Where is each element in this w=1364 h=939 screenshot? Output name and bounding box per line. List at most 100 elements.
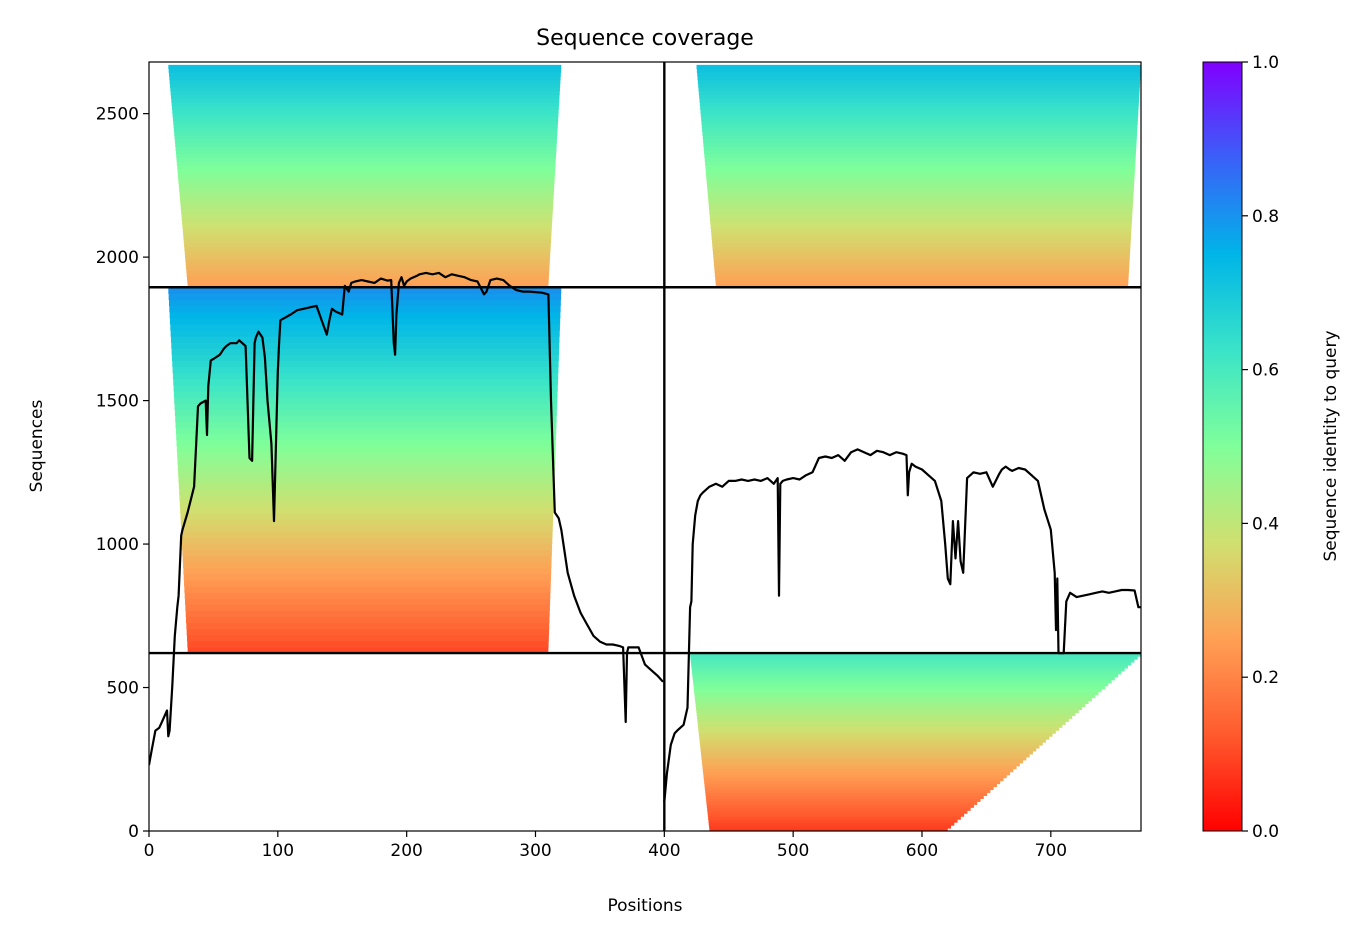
heatmap-strip [180,501,554,508]
heatmap-strip [179,191,553,195]
heatmap-strip [705,158,1136,162]
heatmap-strip [174,132,557,136]
heatmap-strip [186,261,550,265]
heatmap-strip [172,109,558,113]
heatmap-strip [705,165,1135,169]
coverage-chart: Sequence coverage 0 100 200 300 400 500 600 700… [0,0,1364,939]
colorbar-tick-label: 0.4 [1252,514,1279,534]
heatmap-strip [174,128,558,132]
x-axis-label: Positions [607,896,682,916]
heatmap-layer [168,65,1141,832]
heatmap-strip [178,180,554,184]
heatmap-strip [178,172,555,176]
heatmap-strip [181,209,553,213]
y-tick-label: 1500 [96,392,139,412]
heatmap-strip [697,65,1141,69]
heatmap-strip [697,69,1141,73]
heatmap-strip [705,161,1135,165]
heatmap-strip [180,195,554,199]
heatmap-strip [178,470,555,477]
heatmap-strip [175,403,558,410]
heatmap-strip [185,254,550,258]
heatmap-strip [697,72,1140,76]
y-axis-label: Sequences [27,400,47,493]
heatmap-strip [704,154,1135,158]
x-tick-label: 100 [262,841,294,861]
heatmap-strip [185,592,551,599]
heatmap-strip [170,324,560,331]
heatmap-strip [173,373,558,380]
heatmap-strip [176,154,556,158]
heatmap-strip [169,306,560,313]
colorbar-ticks: 0.00.20.40.60.81.0 [1242,53,1279,842]
heatmap-strip [183,562,551,569]
heatmap-strip [187,272,549,276]
heatmap-strip [175,415,556,422]
heatmap-strip [184,246,550,250]
heatmap-strip [701,120,1137,124]
heatmap-strip [706,176,1134,180]
heatmap-strip [707,183,1134,187]
heatmap-strip [716,280,1129,284]
x-tick-label: 700 [1035,841,1067,861]
heatmap-strip [184,574,551,581]
heatmap-strip [169,76,560,80]
heatmap-strip [175,139,557,143]
x-tick-label: 300 [519,841,551,861]
heatmap-strip [178,176,555,180]
y-tick-label: 2000 [96,248,139,268]
heatmap-strip [182,217,553,221]
heatmap-strip [170,318,560,325]
heatmap-strip [181,531,552,538]
heatmap-strip [709,202,1133,206]
heatmap-strip [171,91,560,95]
heatmap-strip [184,586,550,593]
heatmap-strip [181,519,553,526]
colorbar [1203,62,1242,831]
coverage-block-1 [697,65,1141,288]
heatmap-strip [174,391,558,398]
heatmap-strip [703,143,1136,147]
heatmap-strip [179,488,554,495]
heatmap-strip [168,65,561,69]
heatmap-strip [699,95,1139,99]
heatmap-strip [170,83,560,87]
heatmap-strip [700,102,1139,106]
x-tick-label: 600 [906,841,938,861]
heatmap-strip [181,206,553,210]
heatmap-strip [183,556,552,563]
heatmap-strip [709,209,1132,213]
heatmap-strip [170,87,560,91]
heatmap-strip [178,464,555,471]
heatmap-strip [176,427,556,434]
y-tick-label: 500 [107,679,139,699]
heatmap-strip [702,124,1138,128]
colorbar-tick-label: 0.2 [1252,668,1279,688]
heatmap-strip [180,202,553,206]
heatmap-strip [710,221,1132,225]
heatmap-strip [179,495,553,502]
heatmap-strip [180,507,553,514]
heatmap-strip [713,250,1130,254]
heatmap-strip [711,224,1132,228]
heatmap-strip [187,641,548,648]
heatmap-strip [182,537,553,544]
heatmap-strip [175,143,556,147]
heatmap-strip [171,95,560,99]
heatmap-strip [698,80,1140,84]
heatmap-strip [170,312,561,319]
heatmap-strip [715,272,1129,276]
colorbar-tick-label: 1.0 [1252,53,1279,73]
heatmap-strip [712,243,1130,247]
heatmap-strip [175,135,558,139]
heatmap-strip [711,232,1131,236]
heatmap-strip [179,187,554,191]
heatmap-strip [180,198,553,202]
coverage-block-0 [168,65,561,288]
heatmap-strip [169,72,561,76]
heatmap-strip [176,421,557,428]
heatmap-strip [176,434,556,441]
heatmap-strip [185,258,550,262]
heatmap-strip [179,183,554,187]
y-tick-label: 2500 [96,105,139,125]
